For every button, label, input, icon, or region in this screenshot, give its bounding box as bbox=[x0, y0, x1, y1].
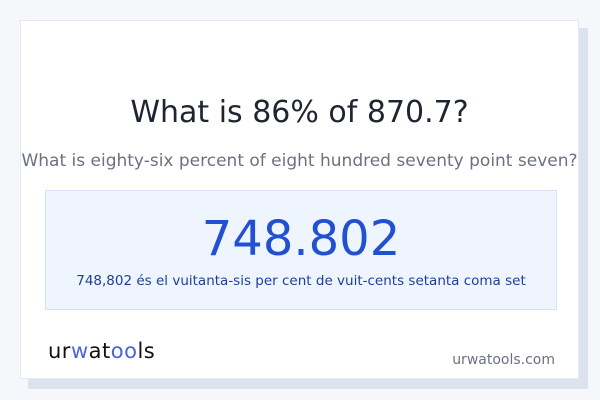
page-title: What is 86% of 870.7? bbox=[130, 95, 469, 130]
urwatools-logo: urwatools bbox=[48, 339, 156, 363]
site-url: urwatools.com bbox=[452, 352, 555, 368]
result-card: What is 86% of 870.7? What is eighty-six… bbox=[20, 20, 579, 379]
page-subtitle: What is eighty-six percent of eight hund… bbox=[21, 151, 578, 171]
result-words: 748,802 és el vuitanta-sis per cent de v… bbox=[76, 273, 526, 289]
result-box: 748.802 748,802 és el vuitanta-sis per c… bbox=[45, 190, 557, 310]
result-value: 748.802 bbox=[201, 211, 401, 267]
